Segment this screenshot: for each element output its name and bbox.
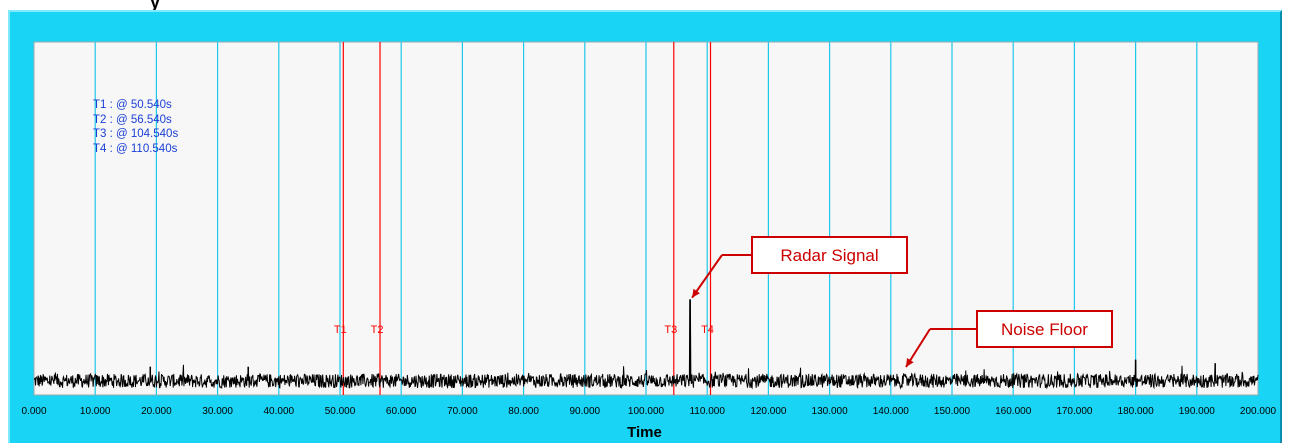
x-tick-labels: 0.000 10.000 20.000 30.000 40.000 50.000 60.00… [21,406,1276,417]
x-tick-label: 180.000 [1118,406,1155,417]
cursor-readout-t3: T3 : @ 104.540s [93,128,179,140]
cursor-label-t1: T1 [334,324,347,336]
x-tick-label: 100.000 [628,406,665,417]
x-tick-label: 10.000 [80,406,111,417]
x-tick-label: 110.000 [689,406,725,417]
x-tick-label: 90.000 [570,406,601,417]
cursor-label-t3: T3 [664,324,677,336]
x-axis-label: Time [627,424,662,441]
noise-callout-arrow-head [906,358,914,367]
x-tick-label: 80.000 [508,406,539,417]
radar-signal-callout: Radar Signal [751,236,908,274]
cursor-label-t4: T4 [701,324,714,336]
radar-callout-arrow-head [692,288,700,298]
x-tick-label: 60.000 [386,406,417,417]
x-tick-label: 40.000 [264,406,295,417]
window-title: y [150,0,161,10]
noise-floor-callout: Noise Floor [976,310,1113,348]
cursor-readout-t1: T1 : @ 50.540s [93,99,172,111]
radar-callout-arrow [691,254,723,299]
x-tick-label: 170.000 [1056,406,1093,417]
window-title-fragment: y [0,0,420,10]
x-tick-label: 150.000 [934,406,971,417]
x-tick-label: 190.000 [1179,406,1216,417]
x-tick-label: 130.000 [812,406,849,417]
x-tick-label: 200.000 [1240,406,1277,417]
cursor-label-t2: T2 [371,324,384,336]
signal-trace-path [33,299,1259,390]
cursor-readout-t2: T2 : @ 56.540s [93,113,172,126]
x-tick-label: 0.000 [21,406,46,417]
cursor-readout-t4: T4 : @ 110.540s [93,142,178,155]
x-tick-label: 50.000 [325,406,356,417]
cursor-lines[interactable]: T1 T2 T3 T4 [334,42,714,395]
x-tick-label: 30.000 [202,406,233,417]
cursor-readout: T1 : @ 50.540s T2 : @ 56.540s T3 : @ 104… [93,98,178,156]
x-tick-label: 20.000 [141,406,172,417]
x-tick-label: 140.000 [873,406,910,417]
x-tick-label: 120.000 [750,406,787,417]
signal-trace [33,299,1259,390]
x-tick-label: 160.000 [995,406,1032,417]
annotation-arrows [691,254,976,368]
x-tick-label: 70.000 [447,406,478,417]
